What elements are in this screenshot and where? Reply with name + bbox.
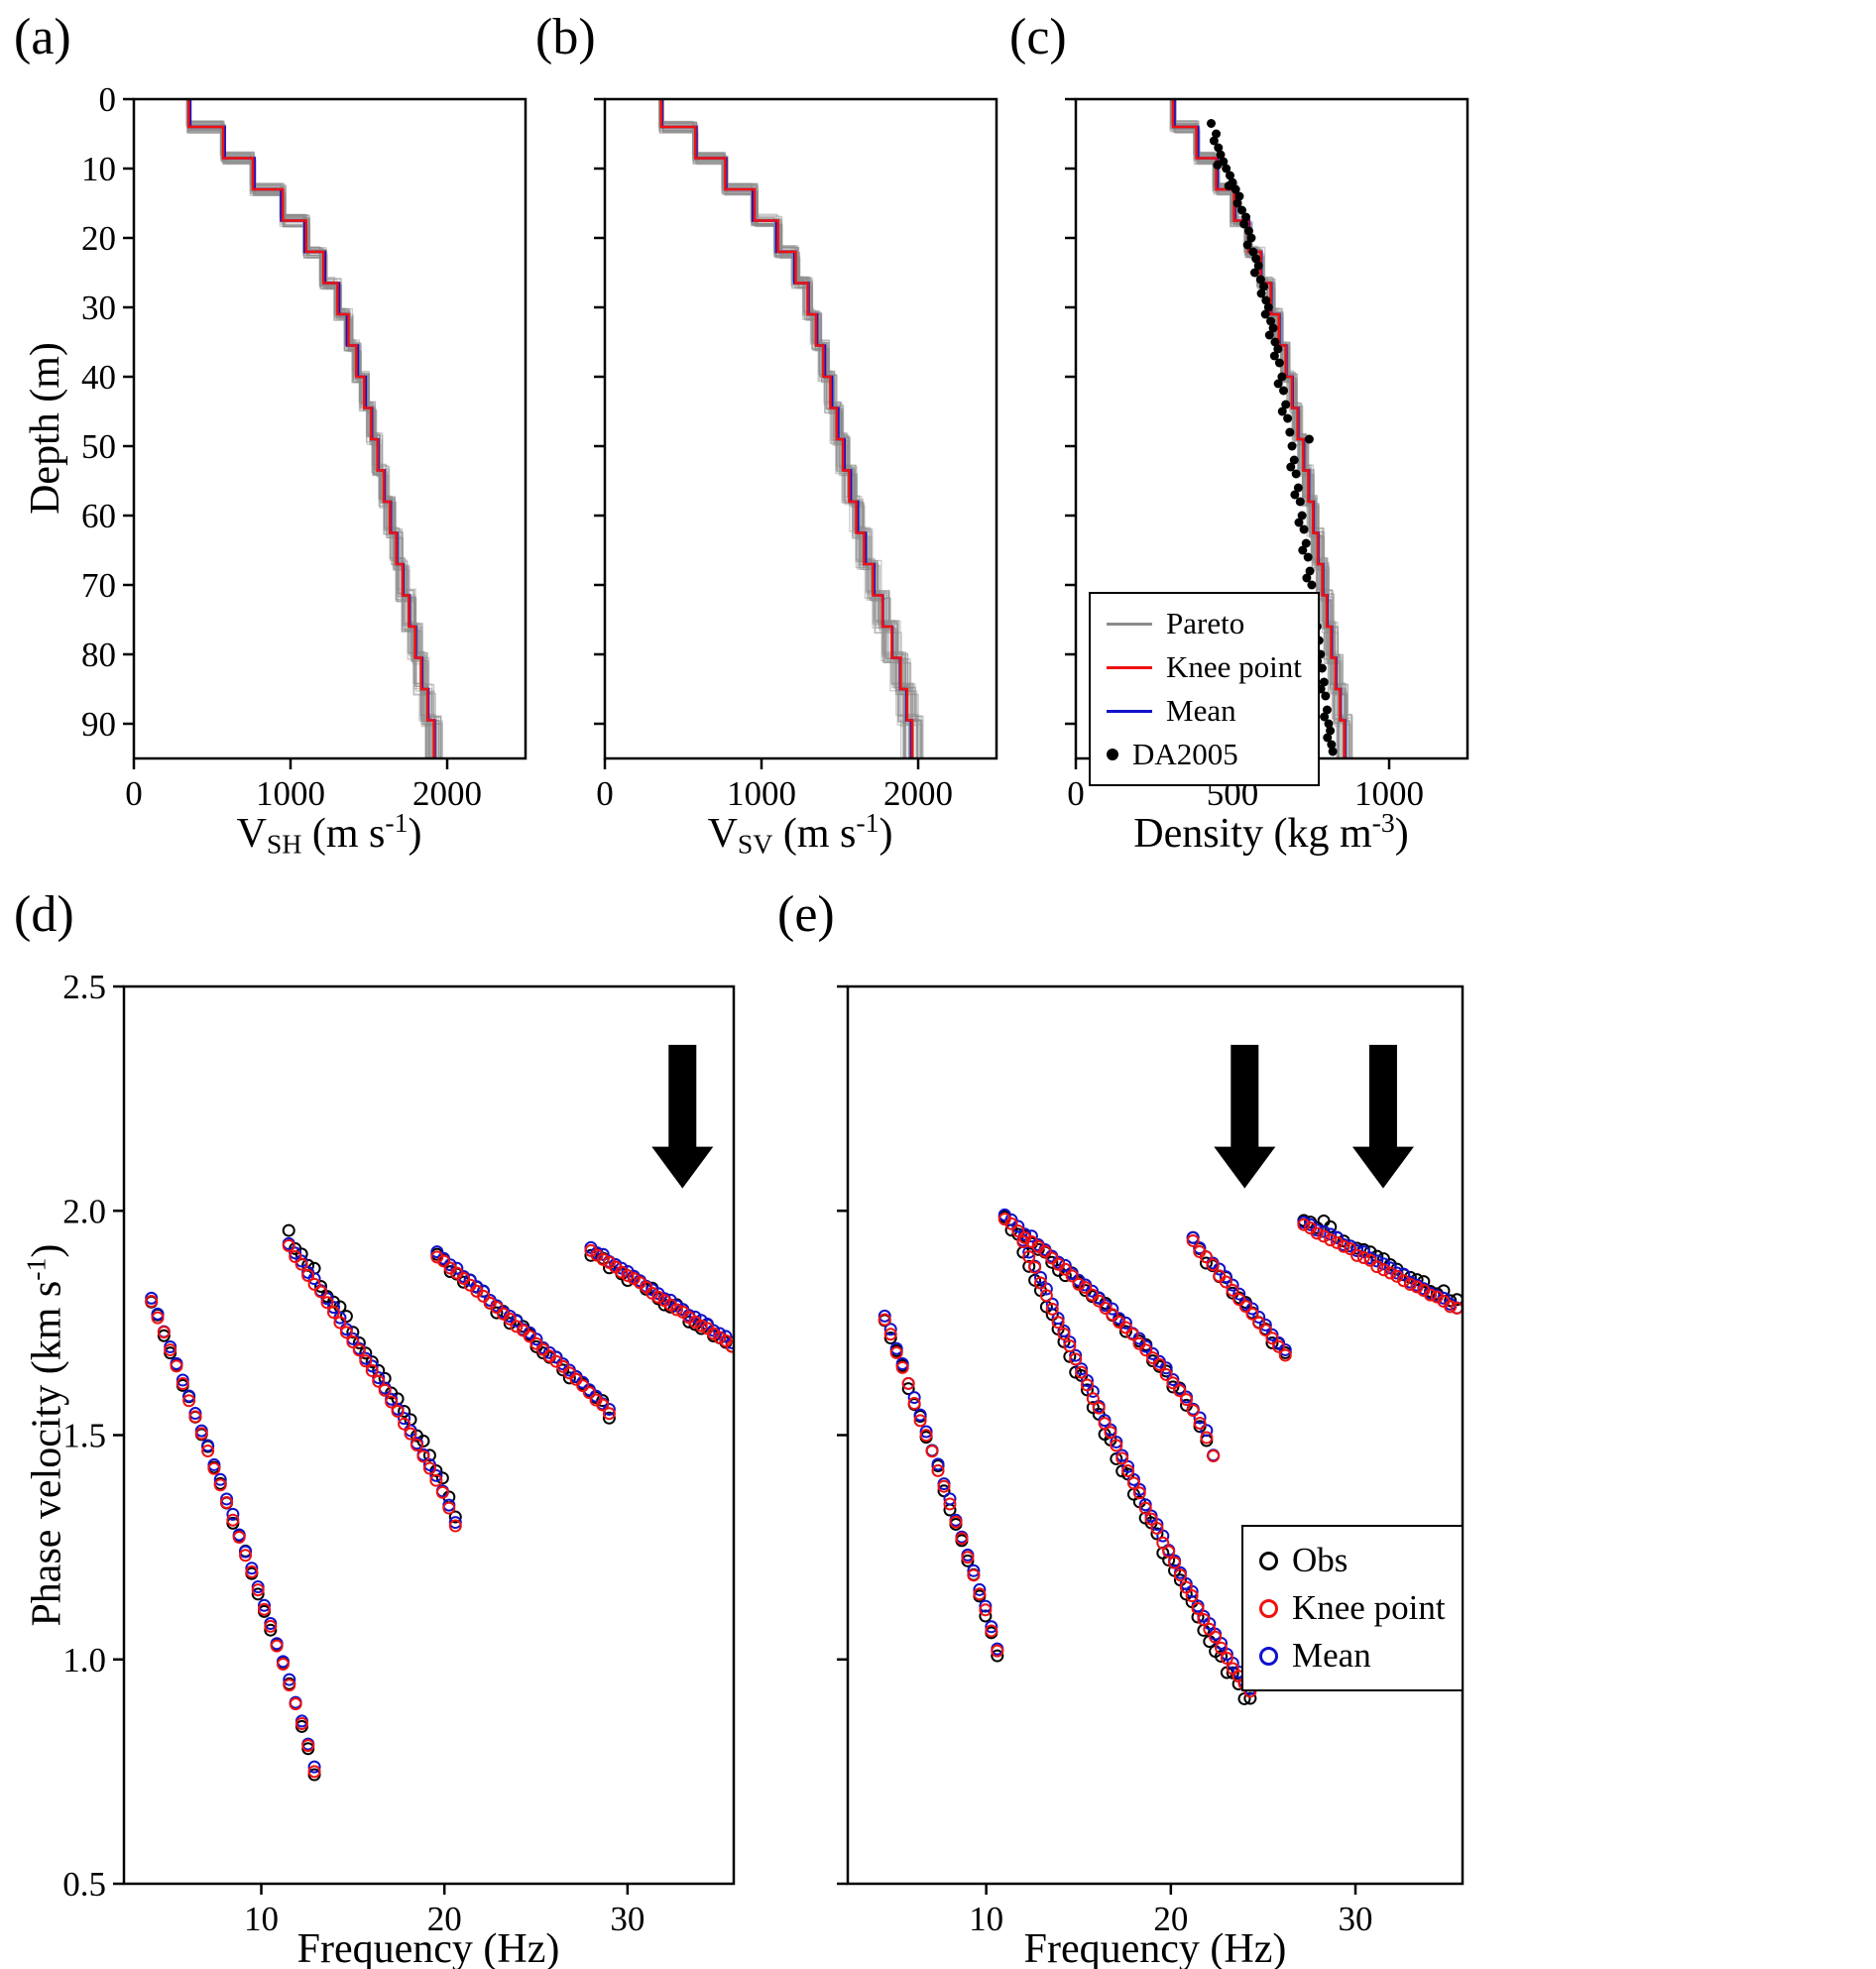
markers-Obs	[145, 1223, 734, 1782]
y-tick-label: 0	[99, 80, 117, 119]
axis-box	[603, 97, 998, 760]
y-tick-label: 50	[81, 427, 116, 466]
y-tick-label: 2.0	[62, 1192, 106, 1230]
profile-line-Mean	[660, 99, 913, 758]
y-tick-label: 70	[81, 566, 116, 605]
plot-area	[1169, 99, 1353, 758]
legend-label: Obs	[1292, 1541, 1348, 1579]
depth-axis-label: Depth (m)	[23, 342, 68, 515]
y-tick-label: 0.5	[62, 1865, 106, 1904]
line-swatch-icon	[1107, 709, 1152, 713]
panel-b: 0 1000 2000	[594, 97, 998, 813]
y-tick-label: 30	[81, 289, 116, 327]
panel-e: 10 20 30	[837, 984, 1465, 1938]
legend-entry-knee-point: Knee point	[1259, 1588, 1446, 1628]
y-tick-label: 1.0	[62, 1641, 106, 1679]
legend-label: Knee point	[1292, 1588, 1446, 1627]
plot-area	[658, 99, 924, 758]
markers-Knee point	[145, 1238, 734, 1779]
legend-label: DA2005	[1132, 737, 1238, 771]
x-tick-label: 1000	[1354, 774, 1424, 813]
x-tick-label: 20	[427, 1900, 462, 1938]
profile-line-Knee point	[659, 99, 914, 758]
panel-a-letter: (a)	[14, 9, 71, 65]
legend-entry-obs: Obs	[1259, 1541, 1446, 1580]
x-tick-label: 2000	[412, 774, 482, 813]
x-tick-label: 2000	[883, 774, 953, 813]
legend-entry-knee-point: Knee point	[1107, 649, 1302, 685]
x-tick-label: 0	[596, 774, 614, 813]
legend-entry-da2005: DA2005	[1107, 737, 1302, 772]
y-tick-label: 80	[81, 636, 116, 674]
y-tick-label: 40	[81, 358, 116, 397]
panel-d-letter: (d)	[14, 886, 74, 943]
pareto-ensemble	[185, 99, 443, 758]
line-swatch-icon	[1107, 622, 1152, 626]
axis-box	[132, 97, 528, 760]
panel-a: 0 1000 2000 0 10 20 30 40 50 60 70 80 90	[81, 80, 528, 813]
frequency-axis-label-e: Frequency (Hz)	[1023, 1926, 1287, 1969]
legend-label: Knee point	[1166, 649, 1302, 684]
profile-line-Mean	[188, 99, 436, 758]
profile-line-Knee point	[187, 99, 435, 758]
legend-entry-mean: Mean	[1259, 1636, 1446, 1676]
legend-entry-pareto: Pareto	[1107, 606, 1302, 641]
x-tick-label: 20	[1153, 1900, 1188, 1938]
circle-swatch-icon	[1259, 1551, 1278, 1570]
x-tick-label: 30	[610, 1900, 645, 1938]
plot-area	[185, 99, 443, 758]
x-tick-label: 30	[1339, 1900, 1373, 1938]
panel-c: 0 500 1000	[1065, 97, 1469, 813]
panel-d: 10 20 30 0.5 1.0 1.5 2.0 2.5	[62, 968, 736, 1938]
y-tick-label: 10	[81, 150, 116, 188]
legend-label: Mean	[1292, 1636, 1371, 1675]
panel-c-letter: (c)	[1009, 9, 1067, 65]
legend-label: Pareto	[1166, 606, 1245, 640]
circle-swatch-icon	[1259, 1646, 1278, 1666]
x-tick-label: 10	[969, 1900, 1003, 1938]
down-arrow-annotation	[1351, 1044, 1414, 1189]
y-tick-label: 90	[81, 705, 116, 744]
density-axis-label: Density (kg m-3)	[1133, 807, 1409, 858]
x-tick-label: 1000	[256, 774, 325, 813]
y-tick-label: 20	[81, 219, 116, 258]
legend-label: Mean	[1166, 693, 1236, 728]
pareto-ensemble	[658, 99, 924, 758]
y-tick-label: 1.5	[62, 1417, 106, 1455]
frequency-axis-label-d: Frequency (Hz)	[296, 1926, 560, 1969]
down-arrow-annotation	[651, 1044, 714, 1189]
x-tick-label: 0	[1067, 774, 1085, 813]
down-arrow-annotation	[1214, 1044, 1276, 1189]
y-tick-label: 2.5	[62, 968, 106, 1006]
line-swatch-icon	[1107, 665, 1152, 669]
vsv-axis-label: VSV (m s-1)	[707, 807, 893, 860]
panel-c-legend: Pareto Knee point Mean DA2005	[1089, 592, 1320, 786]
x-tick-label: 10	[244, 1900, 279, 1938]
dot-swatch-icon	[1107, 749, 1118, 760]
plot-area	[145, 1223, 734, 1782]
vsh-axis-label: VSH (m s-1)	[236, 807, 422, 860]
circle-swatch-icon	[1259, 1598, 1278, 1618]
panel-e-legend: Obs Knee point Mean	[1241, 1525, 1464, 1691]
panel-b-letter: (b)	[535, 9, 596, 65]
panel-e-letter: (e)	[777, 886, 835, 943]
axis-box	[122, 984, 736, 1886]
y-tick-label: 60	[81, 497, 116, 535]
profile-line-Knee point	[1171, 99, 1347, 758]
x-tick-label: 0	[125, 774, 143, 813]
markers-Mean	[145, 1236, 734, 1774]
phase-velocity-axis-label: Phase velocity (km s-1)	[20, 1243, 70, 1627]
legend-entry-mean: Mean	[1107, 693, 1302, 729]
x-tick-label: 1000	[727, 774, 796, 813]
